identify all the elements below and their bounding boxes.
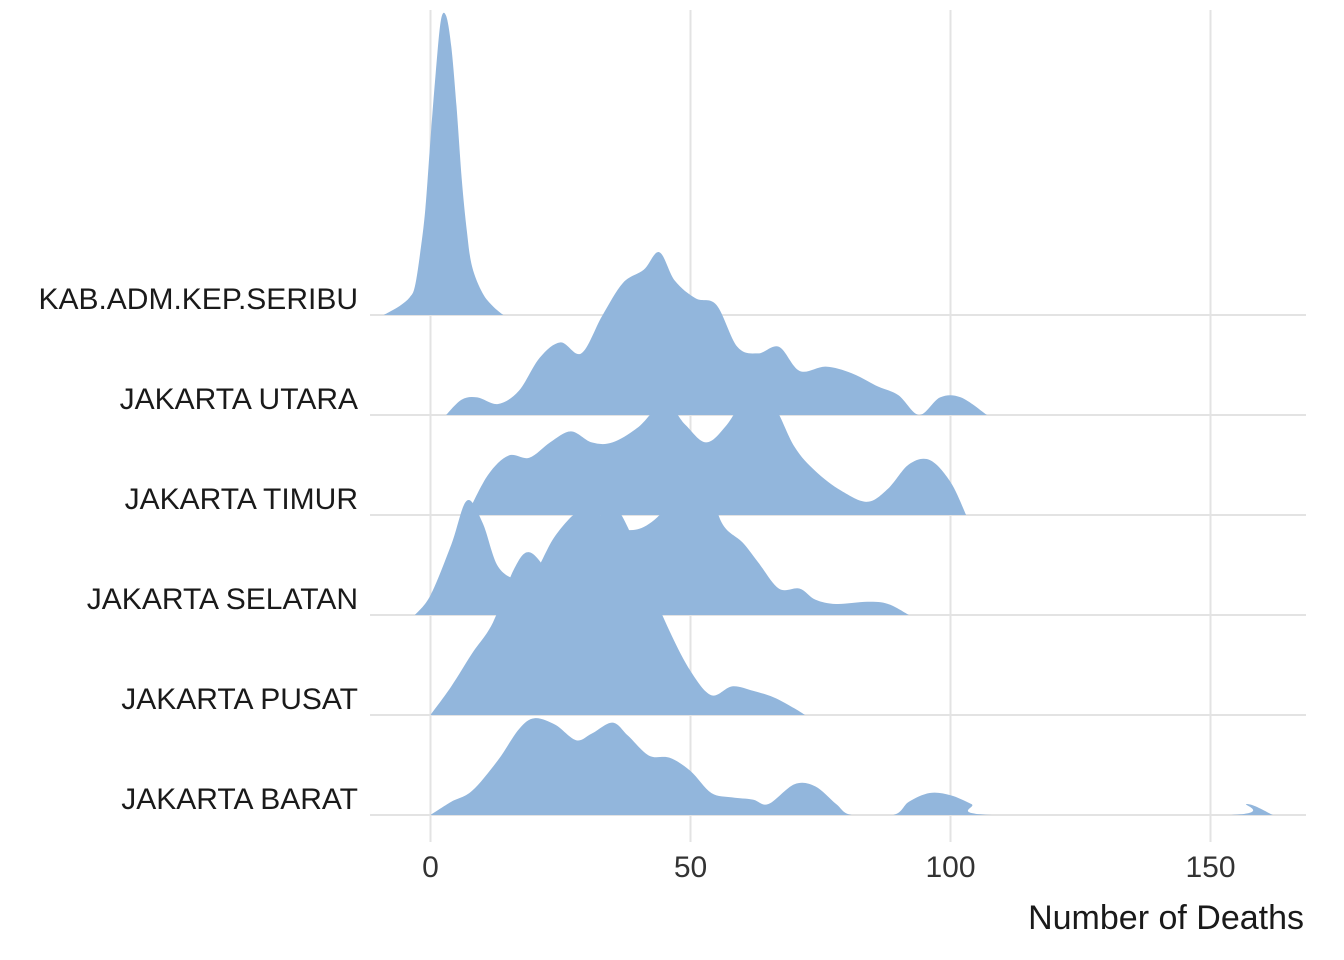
ridge-area-jakarta-selatan [414, 456, 909, 615]
x-tick-label: 0 [422, 851, 439, 884]
ridge-area-kab-adm-kep-seribu [383, 12, 504, 316]
category-label: JAKARTA TIMUR [125, 483, 358, 516]
category-label: KAB.ADM.KEP.SERIBU [38, 283, 358, 316]
category-label: JAKARTA PUSAT [121, 683, 358, 716]
grid-layer [370, 10, 1306, 842]
category-label: JAKARTA UTARA [120, 383, 358, 416]
ridge-layer [383, 12, 1273, 815]
ridge-area-jakarta-barat [430, 718, 1273, 815]
x-axis-title: Number of Deaths [1028, 899, 1304, 937]
ridge-area-jakarta-utara [446, 252, 987, 415]
x-tick-label: 100 [925, 851, 975, 884]
category-label: JAKARTA BARAT [121, 783, 358, 816]
ridge-area-jakarta-timur [466, 386, 967, 515]
category-label: JAKARTA SELATAN [87, 583, 358, 616]
x-tick-label: 150 [1185, 851, 1235, 884]
label-layer: 0 50 100 150 JAKARTA BARAT JAKARTA PUSAT JAKAR… [38, 283, 1235, 884]
x-tick-label: 50 [674, 851, 707, 884]
